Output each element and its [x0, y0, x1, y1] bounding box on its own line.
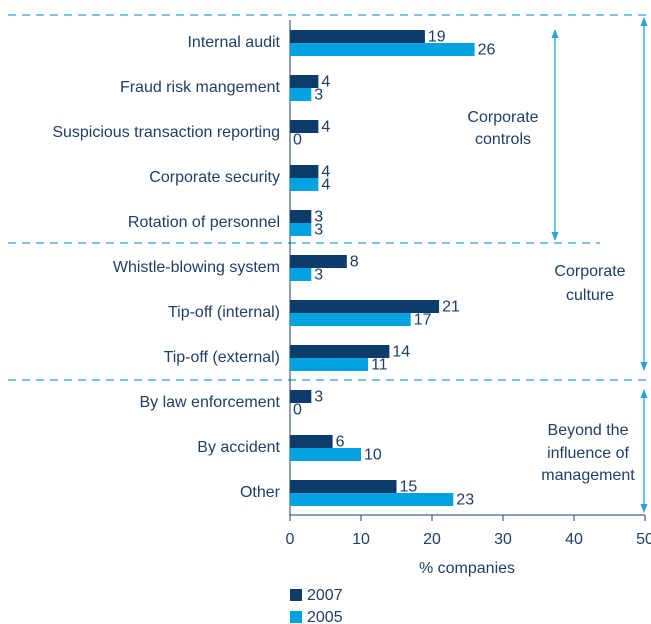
value-label: 26 — [478, 42, 496, 59]
y-tick-label: Tip-off (external) — [164, 349, 280, 366]
value-label: 3 — [314, 222, 323, 239]
value-label: 4 — [321, 164, 330, 181]
annotation: culture — [566, 287, 614, 304]
value-label: 3 — [314, 389, 323, 406]
x-tick-label: 0 — [286, 531, 295, 548]
bar — [290, 345, 390, 358]
bar — [290, 493, 454, 506]
x-tick-label: 10 — [352, 531, 370, 548]
bar — [290, 120, 319, 133]
annotation: management — [541, 467, 635, 484]
annotation: controls — [475, 131, 531, 148]
bar — [290, 30, 425, 43]
bar — [290, 358, 369, 371]
y-tick-label: Suspicious transaction reporting — [52, 124, 280, 141]
value-label: 3 — [314, 267, 323, 284]
y-tick-label: Fraud risk mangement — [120, 79, 281, 96]
bar — [290, 480, 397, 493]
bar — [290, 223, 312, 236]
legend-swatch — [290, 589, 302, 601]
x-tick-label: 30 — [494, 531, 512, 548]
bar — [290, 268, 312, 281]
bar — [290, 178, 319, 191]
value-label: 0 — [293, 402, 302, 419]
value-label: 11 — [371, 357, 388, 374]
legend-swatch — [290, 611, 302, 623]
bar — [290, 88, 312, 101]
bar — [290, 300, 440, 313]
value-label: 23 — [456, 492, 474, 509]
value-label: 21 — [442, 299, 460, 316]
bar — [290, 210, 312, 223]
y-tick-label: Internal audit — [187, 34, 280, 51]
y-tick-label: Rotation of personnel — [128, 214, 280, 231]
value-label: 4 — [321, 119, 330, 136]
bar — [290, 43, 475, 56]
value-label: 8 — [350, 254, 359, 271]
x-tick-label: 50 — [636, 531, 651, 548]
x-tick-label: 20 — [423, 531, 441, 548]
annotation: Corporate — [467, 109, 538, 126]
bar — [290, 313, 411, 326]
bar — [290, 75, 319, 88]
bar — [290, 435, 333, 448]
value-label: 3 — [314, 87, 323, 104]
y-tick-label: Corporate security — [149, 169, 280, 186]
bar — [290, 255, 347, 268]
value-label: 3 — [314, 209, 323, 226]
y-tick-label: Whistle-blowing system — [113, 259, 280, 276]
y-tick-label: By law enforcement — [139, 394, 280, 411]
bar — [290, 390, 312, 403]
x-axis-title: % companies — [419, 560, 515, 577]
y-tick-label: Other — [240, 484, 281, 501]
value-label: 19 — [428, 29, 446, 46]
value-label: 15 — [400, 479, 418, 496]
value-label: 0 — [293, 132, 302, 149]
value-label: 4 — [321, 74, 330, 91]
legend-label: 2005 — [307, 609, 343, 624]
value-label: 10 — [364, 447, 382, 464]
legend-label: 2007 — [307, 587, 343, 604]
annotation: Beyond the — [548, 422, 629, 439]
value-label: 6 — [336, 434, 345, 451]
annotation: Corporate — [554, 263, 625, 280]
y-tick-label: Tip-off (internal) — [168, 304, 280, 321]
bar — [290, 165, 319, 178]
bar — [290, 448, 361, 461]
value-label: 17 — [414, 312, 432, 329]
value-label: 14 — [392, 344, 410, 361]
value-label: 4 — [321, 177, 330, 194]
annotation: influence of — [547, 445, 629, 462]
x-tick-label: 40 — [565, 531, 583, 548]
y-tick-label: By accident — [197, 439, 280, 456]
